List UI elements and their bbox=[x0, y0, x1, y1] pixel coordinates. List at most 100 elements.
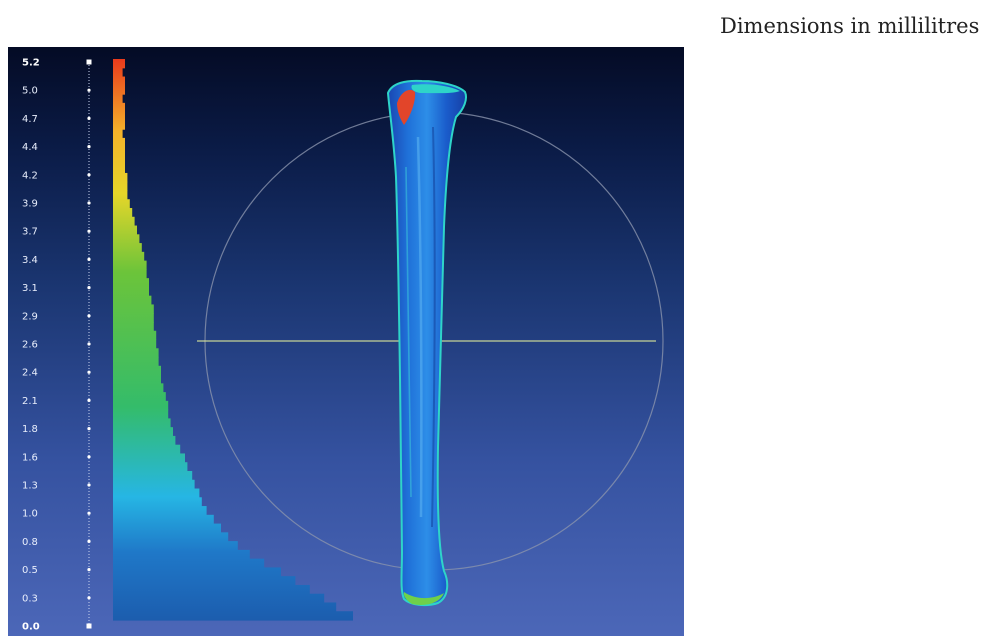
scale-tick-label: 4.4 bbox=[22, 142, 38, 153]
scale-tick-label: 2.4 bbox=[22, 368, 38, 379]
histogram-bar bbox=[113, 190, 128, 200]
histogram-bar bbox=[113, 164, 125, 174]
histogram-bar bbox=[113, 339, 157, 349]
scale-tick-label: 1.3 bbox=[22, 481, 38, 492]
scale-tick-label: 2.1 bbox=[22, 396, 38, 407]
histogram-bar bbox=[113, 199, 130, 209]
color-scale-ruler[interactable]: 5.2 5.0 4.7 4.4 4.2 3.9 3.7 3.4 3.1 2.9 2.6 2.4 2.1 1… bbox=[22, 58, 92, 633]
histogram-bar bbox=[113, 611, 353, 621]
histogram-bar bbox=[113, 234, 140, 244]
units-caption: Dimensions in millilitres bbox=[720, 14, 980, 38]
scale-tick-label: 3.9 bbox=[22, 199, 38, 210]
histogram-bar bbox=[113, 269, 147, 279]
scale-tick-label: 0.3 bbox=[22, 593, 38, 604]
scale-tick-dot bbox=[87, 455, 91, 459]
histogram-bar bbox=[113, 584, 310, 595]
histogram-bar bbox=[113, 251, 145, 262]
histogram-bar bbox=[113, 409, 169, 419]
histogram-bar bbox=[113, 418, 171, 428]
scale-handle[interactable] bbox=[86, 59, 92, 65]
scale-tick-dot bbox=[87, 568, 91, 572]
scale-tick-label: 3.4 bbox=[22, 255, 38, 266]
scale-tick-label: 5.0 bbox=[22, 86, 38, 97]
scale-tick-label: 3.1 bbox=[22, 283, 38, 294]
histogram-bar bbox=[113, 435, 176, 446]
scale-tick-label: 1.6 bbox=[22, 452, 38, 463]
histogram-bar bbox=[113, 85, 125, 95]
histogram-bar bbox=[113, 216, 135, 227]
histogram-bar bbox=[113, 146, 125, 157]
scale-tick-dot bbox=[87, 88, 91, 92]
bone-model[interactable] bbox=[386, 79, 467, 607]
histogram-bar bbox=[113, 392, 166, 402]
scale-tick-dot bbox=[87, 229, 91, 233]
histogram-bar bbox=[113, 497, 202, 507]
scale-tick-label: 0.8 bbox=[22, 537, 38, 548]
histogram-bar bbox=[113, 321, 154, 332]
histogram-bar bbox=[113, 383, 164, 393]
histogram-bar bbox=[113, 155, 125, 165]
histogram-bar bbox=[113, 479, 195, 490]
histogram-bar bbox=[113, 453, 185, 463]
histogram-bar bbox=[113, 295, 152, 306]
histogram-bar bbox=[113, 532, 229, 542]
histogram-bar bbox=[113, 304, 154, 314]
scale-tick-label: 1.0 bbox=[22, 509, 38, 520]
histogram-bar bbox=[113, 137, 125, 148]
histogram-bar bbox=[113, 558, 265, 569]
deviation-histogram bbox=[113, 59, 353, 621]
scale-tick-dot bbox=[87, 483, 91, 487]
histogram-bar bbox=[113, 523, 221, 533]
histogram-bar bbox=[113, 365, 161, 376]
viewer-canvas[interactable]: 5.2 5.0 4.7 4.4 4.2 3.9 3.7 3.4 3.1 2.9 2.6 2.4 2.1 1… bbox=[8, 47, 684, 636]
histogram-bar bbox=[113, 330, 157, 341]
scale-tick-label: 1.8 bbox=[22, 424, 38, 435]
scale-tick-label: 4.7 bbox=[22, 114, 38, 125]
histogram-bar bbox=[113, 208, 133, 218]
scale-tick-label: 4.2 bbox=[22, 170, 38, 181]
histogram-bar bbox=[113, 541, 238, 551]
histogram-bar bbox=[113, 67, 123, 78]
scale-handle[interactable] bbox=[86, 623, 92, 629]
histogram-bar bbox=[113, 506, 207, 516]
scale-tick-dot bbox=[87, 398, 91, 402]
histogram-bar bbox=[113, 59, 125, 69]
3d-viewer-panel[interactable]: 5.2 5.0 4.7 4.4 4.2 3.9 3.7 3.4 3.1 2.9 2.6 2.4 2.1 1… bbox=[8, 47, 684, 636]
scale-tick-label: 5.2 bbox=[22, 58, 40, 69]
histogram-bar bbox=[113, 427, 173, 437]
scale-tick-dot bbox=[87, 370, 91, 374]
histogram-bar bbox=[113, 243, 142, 253]
histogram-bar bbox=[113, 602, 337, 612]
histogram-bar bbox=[113, 400, 169, 411]
scale-tick-dot bbox=[87, 427, 91, 431]
histogram-bar bbox=[113, 462, 188, 472]
scale-tick-label: 2.9 bbox=[22, 311, 38, 322]
histogram-bar bbox=[113, 470, 193, 481]
histogram-bar bbox=[113, 488, 200, 498]
histogram-bar bbox=[113, 94, 123, 104]
histogram-bar bbox=[113, 181, 128, 192]
scale-tick-dot bbox=[87, 511, 91, 515]
scale-tick-dot bbox=[87, 342, 91, 346]
histogram-bar bbox=[113, 348, 159, 358]
scale-tick-dot bbox=[87, 145, 91, 149]
scale-tick-dot bbox=[87, 257, 91, 261]
scale-tick-label: 3.7 bbox=[22, 227, 38, 238]
scale-tick-dot bbox=[87, 116, 91, 120]
histogram-bar bbox=[113, 278, 149, 288]
histogram-bar bbox=[113, 76, 125, 86]
histogram-bar bbox=[113, 576, 296, 586]
histogram-bar bbox=[113, 172, 128, 183]
scale-tick-dot bbox=[87, 173, 91, 177]
histogram-bar bbox=[113, 120, 125, 130]
scale-tick-dot bbox=[87, 539, 91, 543]
histogram-bar bbox=[113, 549, 250, 560]
scale-tick-dot bbox=[87, 201, 91, 205]
histogram-bar bbox=[113, 357, 159, 367]
histogram-bar bbox=[113, 593, 325, 604]
histogram-bar bbox=[113, 374, 161, 384]
scale-tick-dot bbox=[87, 286, 91, 290]
histogram-bar bbox=[113, 111, 125, 121]
histogram-bar bbox=[113, 567, 281, 577]
histogram-bar bbox=[113, 129, 123, 139]
